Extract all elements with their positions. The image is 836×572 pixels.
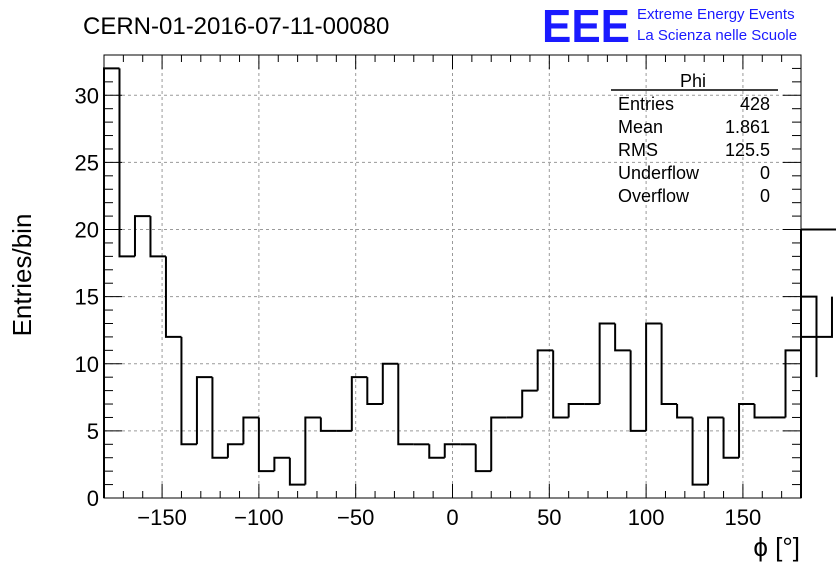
histogram-bin xyxy=(180,336,197,446)
x-tick-label: 150 xyxy=(725,505,762,530)
histogram-bin xyxy=(676,404,693,419)
stats-box: Phi Entries 428 Mean 1.861 RMS 125.5 Underflow… xyxy=(611,71,778,206)
y-tick-label: 10 xyxy=(75,352,99,377)
histogram-bin xyxy=(614,323,631,352)
run-title: CERN-01-2016-07-11-00080 xyxy=(83,13,389,40)
histogram-bin xyxy=(226,443,244,458)
x-tick-labels: −150 −100 −50 0 50 100 150 xyxy=(137,505,761,530)
stats-value: 0 xyxy=(760,186,770,206)
histogram-bin xyxy=(257,417,275,473)
histogram-bin xyxy=(474,444,492,473)
histogram-bin xyxy=(242,416,259,445)
stats-label: RMS xyxy=(618,140,658,160)
y-tick-labels: 0 5 10 15 20 25 30 xyxy=(75,83,99,511)
histogram-bin xyxy=(443,443,461,458)
histogram-bin xyxy=(350,376,368,431)
histogram-bin xyxy=(645,322,662,431)
histogram-bin xyxy=(397,363,414,446)
stats-rows: Entries 428 Mean 1.861 RMS 125.5 Underflow 0 Ove… xyxy=(618,94,770,206)
y-tick-label: 25 xyxy=(75,150,99,175)
histogram-bin xyxy=(801,295,818,378)
histogram xyxy=(103,67,836,498)
y-axis-title: Entries/bin xyxy=(7,214,37,337)
grid-lines xyxy=(104,55,801,498)
stats-value: 1.861 xyxy=(725,117,770,137)
eee-logo-line-2: La Scienza nelle Scuole xyxy=(637,27,797,44)
x-tick-label: 50 xyxy=(537,505,561,530)
histogram-bin xyxy=(753,404,771,419)
histogram-bin xyxy=(784,349,801,418)
histogram-bin xyxy=(164,256,182,338)
histogram-bin xyxy=(304,416,321,485)
stats-label: Mean xyxy=(618,117,663,137)
eee-logo: EEE xyxy=(542,0,630,52)
histogram-bin xyxy=(691,417,709,486)
axis-ticks xyxy=(104,55,801,498)
histogram-bin xyxy=(118,68,135,258)
x-axis-title: ϕ [°] xyxy=(753,532,800,562)
histogram-bin xyxy=(660,323,678,406)
histogram-bin xyxy=(567,403,585,418)
histogram-bin xyxy=(552,350,569,419)
histogram-bin xyxy=(722,417,740,459)
histogram-bin xyxy=(801,228,836,231)
x-tick-label: 0 xyxy=(446,505,458,530)
y-tick-label: 15 xyxy=(75,285,99,310)
histogram-bin xyxy=(149,216,166,258)
histogram-bin xyxy=(133,215,151,257)
histogram-bin xyxy=(195,376,213,445)
histogram-bin xyxy=(428,444,445,459)
stats-title: Phi xyxy=(680,71,706,91)
x-tick-label: −150 xyxy=(137,505,187,530)
histogram-bin xyxy=(598,322,616,405)
stats-label: Entries xyxy=(618,94,674,114)
histogram-bin xyxy=(521,389,538,418)
histogram-bin xyxy=(738,403,755,458)
eee-logo-block: EEE Extreme Energy Events La Scienza nel… xyxy=(542,0,797,52)
histogram-bin xyxy=(211,377,228,459)
histogram-bin xyxy=(629,350,647,432)
x-tick-label: 100 xyxy=(628,505,665,530)
histogram-bin xyxy=(536,349,554,391)
histogram-bin xyxy=(273,456,290,472)
histogram-bin xyxy=(319,417,337,432)
stats-label: Underflow xyxy=(618,163,700,183)
histogram-bin xyxy=(288,457,306,486)
histogram-bin xyxy=(381,362,399,405)
histogram-bin xyxy=(366,377,383,406)
x-tick-label: −100 xyxy=(234,505,284,530)
stats-value: 428 xyxy=(740,94,770,114)
histogram-bin xyxy=(490,416,507,472)
histogram-bin xyxy=(801,296,833,338)
y-tick-label: 20 xyxy=(75,218,99,243)
y-tick-label: 30 xyxy=(75,83,99,108)
y-tick-label: 5 xyxy=(87,419,99,444)
stats-label: Overflow xyxy=(618,186,690,206)
eee-logo-line-1: Extreme Energy Events xyxy=(637,6,795,23)
y-tick-label: 0 xyxy=(87,486,99,511)
stats-value: 125.5 xyxy=(725,140,770,160)
stats-value: 0 xyxy=(760,163,770,183)
x-tick-label: −50 xyxy=(337,505,374,530)
histogram-bin xyxy=(707,416,724,485)
